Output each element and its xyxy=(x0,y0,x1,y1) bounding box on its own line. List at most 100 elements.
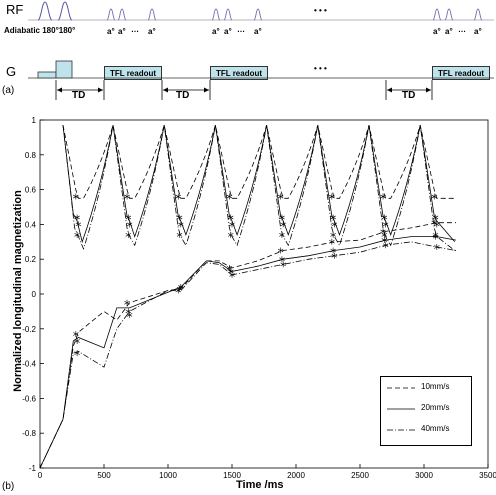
x-tick-label: 3000 xyxy=(415,471,433,480)
series-line xyxy=(39,241,457,469)
data-marker xyxy=(75,221,82,228)
data-marker xyxy=(331,252,338,259)
data-marker xyxy=(74,214,80,221)
data-marker xyxy=(277,193,284,200)
x-tick-label: 0 xyxy=(38,471,43,480)
data-marker xyxy=(382,242,389,249)
data-marker xyxy=(380,228,386,235)
data-marker xyxy=(178,221,184,228)
data-marker xyxy=(125,308,132,315)
x-tick-label: 2500 xyxy=(351,471,369,480)
x-tick-label: 2000 xyxy=(287,471,305,480)
td-label: TD xyxy=(402,90,416,101)
series-line xyxy=(62,125,456,244)
y-tick-label: 0.4 xyxy=(25,220,37,229)
data-marker xyxy=(227,214,234,221)
series-line xyxy=(62,125,455,199)
data-marker xyxy=(124,193,130,200)
y-axis-title: Normalized longitudinal magnetization xyxy=(12,190,24,392)
legend-label-20: 20mm/s xyxy=(421,403,450,412)
y-tick-label: -1 xyxy=(29,464,37,473)
data-marker xyxy=(176,285,183,292)
data-marker xyxy=(126,221,133,228)
alpha-label: a° xyxy=(118,27,126,36)
tfl-readout-block: TFL readout xyxy=(210,66,268,80)
data-marker xyxy=(73,193,79,200)
x-axis-title: Time /ms xyxy=(236,479,284,491)
alpha-label: a° xyxy=(433,27,441,36)
td-label: TD xyxy=(72,90,86,101)
data-marker xyxy=(381,237,388,244)
data-marker xyxy=(330,247,336,254)
data-marker xyxy=(226,193,233,200)
adiabatic-label: Adiabatic 180°180° xyxy=(4,26,76,35)
y-tick-label: -0.8 xyxy=(22,429,36,438)
g-label: G xyxy=(6,64,17,79)
dots-label: … xyxy=(458,25,466,34)
y-tick-label: -0.6 xyxy=(22,394,36,403)
data-marker xyxy=(330,231,336,238)
data-marker xyxy=(280,261,286,268)
data-marker xyxy=(432,214,439,221)
series-line xyxy=(62,125,455,251)
alpha-label: a° xyxy=(445,27,453,36)
data-marker xyxy=(431,219,437,226)
legend-label-40: 40mm/s xyxy=(421,424,450,433)
y-tick-label: -0.2 xyxy=(22,325,36,334)
y-tick-label: 0 xyxy=(32,290,37,299)
y-tick-label: 0.2 xyxy=(25,255,37,264)
data-marker xyxy=(280,221,286,228)
data-marker xyxy=(226,264,233,271)
data-marker xyxy=(74,337,80,344)
x-tick-label: 1500 xyxy=(223,471,241,480)
x-tick-label: 500 xyxy=(97,471,111,480)
tfl-readout-block: TFL readout xyxy=(432,66,490,80)
ellipsis-rf: • • • xyxy=(314,6,327,15)
data-marker xyxy=(279,231,285,238)
data-marker xyxy=(178,284,184,291)
data-marker xyxy=(227,231,234,238)
tfl-readout-block: TFL readout xyxy=(104,66,162,80)
data-marker xyxy=(227,268,234,275)
data-marker xyxy=(176,231,183,238)
x-tick-label: 3500 xyxy=(479,471,496,480)
data-marker xyxy=(277,247,284,254)
data-marker xyxy=(382,221,389,228)
data-marker xyxy=(381,231,388,238)
data-marker xyxy=(126,311,133,318)
data-marker xyxy=(329,238,335,245)
panel-a-tag: (a) xyxy=(2,85,15,96)
data-marker xyxy=(175,193,181,200)
data-marker xyxy=(380,193,386,200)
data-marker xyxy=(229,271,235,278)
alpha-label: a° xyxy=(107,27,115,36)
ellipsis-g: • • • xyxy=(314,64,327,73)
y-tick-label: 0.6 xyxy=(25,186,37,195)
data-marker xyxy=(176,214,183,221)
y-tick-label: 0.8 xyxy=(25,151,37,160)
x-tick-label: 1000 xyxy=(159,471,177,480)
td-label: TD xyxy=(176,90,190,101)
alpha-label: a° xyxy=(474,27,482,36)
series-line xyxy=(39,222,456,469)
y-tick-label: 1 xyxy=(32,116,37,125)
data-marker xyxy=(279,256,285,263)
sequence-lines xyxy=(28,1,494,100)
y-tick-label: -0.4 xyxy=(22,360,36,369)
dots-label: … xyxy=(237,25,245,34)
data-marker xyxy=(432,233,439,240)
series-line xyxy=(39,236,457,469)
panel-b-tag: (b) xyxy=(2,481,15,492)
data-marker xyxy=(330,214,336,221)
data-marker xyxy=(331,221,338,228)
dots-label: … xyxy=(131,25,139,34)
alpha-label: a° xyxy=(212,27,220,36)
chart-legend: 10mm/s 20mm/s 40mm/s xyxy=(380,376,472,446)
data-marker xyxy=(125,231,132,238)
alpha-label: a° xyxy=(224,27,232,36)
data-marker xyxy=(229,221,235,228)
data-marker xyxy=(125,214,132,221)
alpha-label: a° xyxy=(148,27,156,36)
data-marker xyxy=(279,214,285,221)
data-marker xyxy=(124,299,130,306)
